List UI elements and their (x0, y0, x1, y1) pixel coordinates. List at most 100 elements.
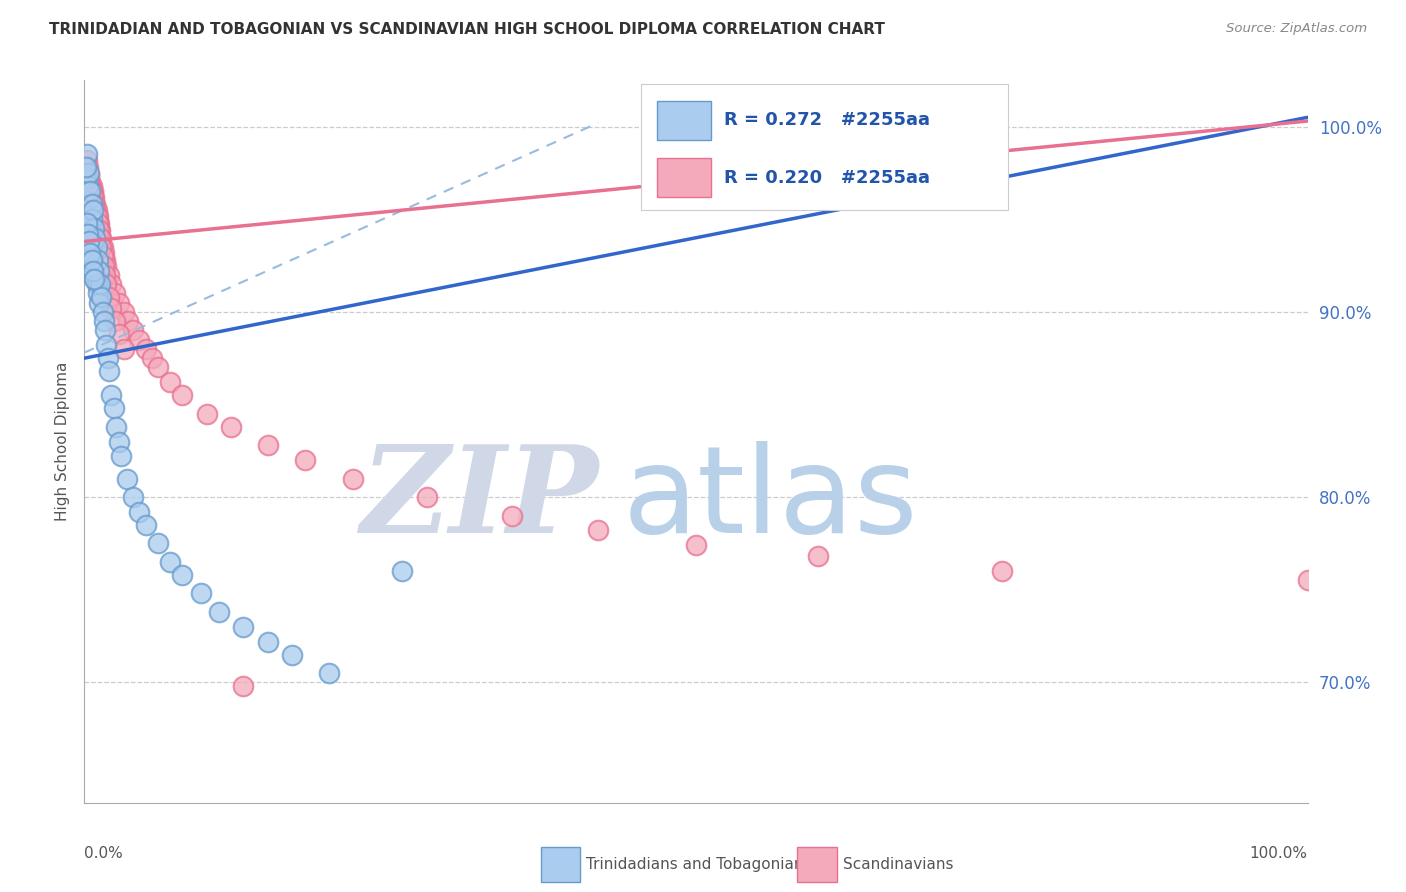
Point (141, 351, 163, 366)
Text: Source: ZipAtlas.com: Source: ZipAtlas.com (1226, 22, 1367, 36)
Point (991, 564, 1014, 578)
Text: TRINIDADIAN AND TOBAGONIAN VS SCANDINAVIAN HIGH SCHOOL DIPLOMA CORRELATION CHART: TRINIDADIAN AND TOBAGONIAN VS SCANDINAVI… (49, 22, 886, 37)
Point (75, 161, 97, 175)
Point (76, 153, 98, 167)
Point (79, 231, 101, 245)
Point (232, 679, 254, 693)
Point (79, 185, 101, 199)
Point (77, 171, 100, 186)
Point (685, 538, 707, 552)
Point (281, 648, 304, 662)
Point (135, 342, 157, 356)
Point (100, 388, 122, 402)
Point (87, 216, 110, 230)
Point (97, 290, 120, 304)
Point (84, 202, 107, 217)
Point (84, 231, 107, 245)
Point (83, 197, 105, 211)
Point (82, 190, 104, 204)
Point (82, 185, 104, 199)
Point (97, 268, 120, 282)
Point (159, 555, 181, 569)
Text: 0.0%: 0.0% (84, 847, 124, 861)
Point (86, 240, 108, 254)
Point (84, 271, 107, 285)
Point (77, 209, 100, 223)
Point (318, 666, 340, 681)
Point (80, 185, 103, 199)
Point (77, 221, 100, 235)
Point (1296, 574, 1319, 588)
Point (257, 634, 280, 648)
Point (77, 161, 100, 175)
Point (86, 277, 108, 291)
Point (83, 190, 105, 204)
Point (208, 605, 231, 619)
Point (96, 338, 118, 352)
Point (80, 194, 103, 208)
Point (100, 301, 122, 315)
Point (104, 286, 127, 301)
FancyBboxPatch shape (657, 101, 710, 139)
Point (94, 268, 117, 282)
Point (86, 209, 108, 223)
Point (190, 586, 212, 600)
Point (83, 271, 105, 285)
Point (112, 305, 135, 319)
Point (87, 295, 110, 310)
Point (80, 240, 103, 254)
Point (91, 305, 114, 319)
Point (117, 314, 139, 328)
Point (80, 252, 103, 267)
Point (104, 314, 127, 328)
Point (90, 231, 112, 245)
Point (87, 209, 110, 223)
Point (76, 194, 98, 208)
Text: R = 0.272   #2255aa: R = 0.272 #2255aa (724, 111, 931, 129)
Text: 100.0%: 100.0% (1250, 847, 1308, 861)
Point (87, 264, 110, 278)
Point (502, 508, 524, 523)
Point (83, 202, 105, 217)
Point (79, 245, 101, 260)
Text: Trinidadians and Tobagonians: Trinidadians and Tobagonians (586, 856, 811, 871)
Point (128, 505, 150, 519)
Point (93, 259, 115, 273)
Point (342, 472, 364, 486)
Point (122, 490, 145, 504)
Point (77, 166, 100, 180)
Point (112, 342, 135, 356)
Point (128, 333, 150, 347)
Point (77, 235, 100, 249)
Point (122, 323, 145, 337)
Point (77, 178, 100, 193)
Point (87, 252, 110, 267)
Point (93, 245, 115, 260)
Text: atlas: atlas (623, 441, 918, 558)
Point (77, 166, 100, 180)
Point (103, 401, 125, 416)
Point (82, 264, 104, 278)
Point (94, 323, 117, 337)
Point (89, 223, 111, 237)
Point (87, 286, 110, 301)
Point (82, 202, 104, 217)
Point (97, 351, 120, 366)
Text: R = 0.220   #2255aa: R = 0.220 #2255aa (724, 169, 931, 186)
Point (89, 231, 111, 245)
Point (115, 472, 138, 486)
Point (77, 175, 100, 189)
Point (416, 490, 439, 504)
Point (87, 223, 110, 237)
Point (94, 252, 117, 267)
Point (172, 388, 194, 402)
Point (76, 216, 98, 230)
Point (159, 376, 181, 390)
Text: Scandinavians: Scandinavians (842, 856, 953, 871)
Point (107, 327, 129, 342)
Point (77, 227, 100, 241)
Point (80, 197, 103, 211)
Point (76, 147, 98, 161)
Point (82, 197, 104, 211)
Point (257, 438, 280, 452)
